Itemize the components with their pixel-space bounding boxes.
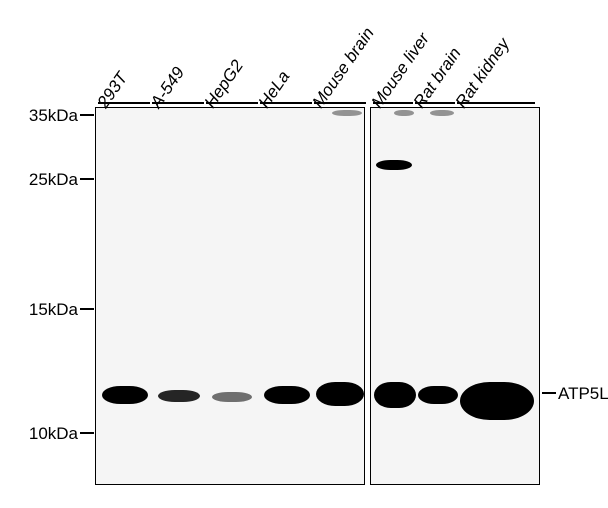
protein-label: ATP5L <box>558 384 608 404</box>
lane-underline <box>152 102 204 104</box>
lane-underline <box>98 102 150 104</box>
blot-band-extra <box>394 110 414 116</box>
mw-marker-label: 15kDa <box>10 300 78 320</box>
mw-marker-tick <box>80 432 94 434</box>
blot-band <box>316 382 364 406</box>
mw-marker-tick <box>80 308 94 310</box>
lane-underline <box>206 102 258 104</box>
lane-underline <box>415 102 455 104</box>
blot-band <box>374 382 416 408</box>
blot-band <box>212 392 252 402</box>
blot-band <box>264 386 310 404</box>
blot-band-extra <box>332 110 362 116</box>
blot-band <box>158 390 200 402</box>
mw-marker-label: 10kDa <box>10 424 78 444</box>
mw-marker-tick <box>80 178 94 180</box>
blot-band-extra <box>430 110 454 116</box>
blot-band-extra <box>376 160 412 170</box>
lane-label: A-549 <box>147 63 189 112</box>
mw-marker-label: 25kDa <box>10 170 78 190</box>
blot-band <box>460 382 534 420</box>
lane-underline <box>457 102 535 104</box>
lane-underline <box>260 102 312 104</box>
blot-band <box>102 386 148 404</box>
lane-label: HeLa <box>255 67 295 112</box>
lane-label: Rat kidney <box>452 35 514 112</box>
lane-label: 293T <box>94 69 133 112</box>
mw-marker-label: 35kDa <box>10 106 78 126</box>
mw-marker-tick <box>80 114 94 116</box>
lane-underline <box>314 102 366 104</box>
lane-underline <box>373 102 413 104</box>
blot-panel-left <box>95 107 365 485</box>
western-blot-figure: 293T A-549 HepG2 HeLa Mouse brain Mouse … <box>0 0 608 508</box>
protein-tick <box>542 392 556 394</box>
blot-band <box>418 386 458 404</box>
